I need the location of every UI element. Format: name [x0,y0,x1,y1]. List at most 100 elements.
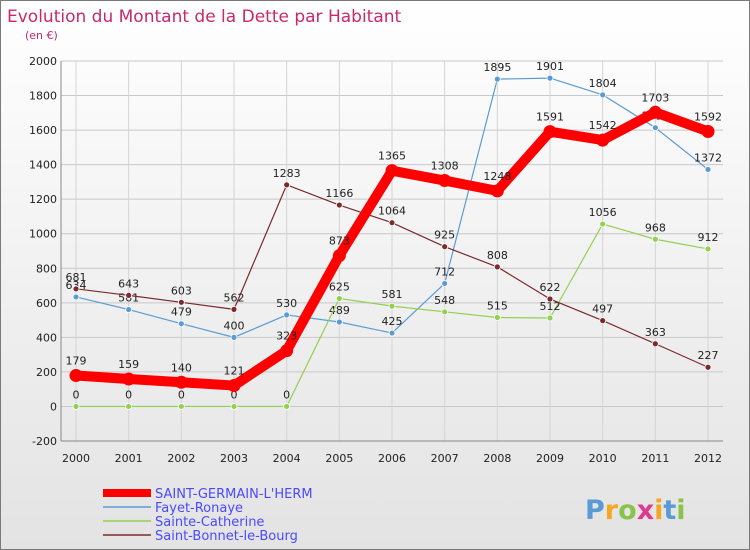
data-point [490,184,504,198]
data-label: 0 [73,388,80,401]
logo-letter: i [676,495,685,526]
y-tick-label: 1800 [29,90,57,103]
x-tick-label: 2011 [641,452,669,465]
data-label: 1901 [536,60,564,73]
data-label: 681 [66,271,87,284]
data-label: 323 [276,330,297,343]
data-point [177,403,185,410]
axes: -200020040060080010001200140016001800200… [29,55,723,465]
x-tick-label: 2001 [115,452,143,465]
data-point [283,181,291,189]
data-point [704,245,712,253]
data-point [438,174,452,188]
data-label: 625 [329,281,350,294]
data-point [125,306,133,313]
data-label: 1703 [641,91,669,104]
y-tick-label: 1200 [29,193,57,206]
data-label: 1592 [694,110,722,123]
x-tick-label: 2005 [325,452,353,465]
data-label: 1372 [694,151,722,164]
data-point [388,302,396,310]
data-label: 873 [329,235,350,248]
data-point [441,280,449,287]
data-label: 1895 [483,61,511,74]
x-tick-label: 2010 [589,452,617,465]
data-point [543,125,557,139]
data-point [72,293,80,301]
data-point [335,201,343,209]
data-point [651,124,659,132]
data-label: 548 [434,294,455,307]
data-point [701,124,715,138]
data-label: 425 [382,315,403,328]
logo-letter: o [618,495,637,526]
data-point [177,320,185,328]
data-point [283,311,291,319]
data-point [230,305,238,313]
x-tick-label: 2009 [536,452,564,465]
chart-subtitle: (en €) [25,29,58,42]
chart-title: Evolution du Montant de la Dette par Hab… [7,7,402,27]
data-label: 1804 [589,77,617,90]
logo-letter: x [637,495,654,526]
data-point [335,295,343,302]
data-point [332,249,346,263]
x-tick-label: 2002 [167,452,195,465]
y-tick-label: 1000 [29,228,57,241]
data-label: 1166 [325,187,353,200]
data-label: 140 [171,361,192,374]
data-label: 1056 [589,206,617,219]
data-label: 0 [125,388,132,401]
legend-label-2: Sainte-Catherine [155,515,264,530]
data-label: 179 [66,355,87,368]
data-point [72,403,80,410]
x-tick-label: 2004 [273,452,301,465]
data-label: 1248 [483,170,511,183]
data-point [230,403,238,410]
legend: SAINT-GERMAIN-L'HERMFayet-RonayeSainte-C… [103,487,313,544]
data-point [599,317,607,325]
data-label: 159 [118,358,139,371]
data-label: 121 [224,365,245,378]
data-label: 479 [171,306,192,319]
data-label: 622 [540,281,561,294]
y-tick-label: 200 [36,366,57,379]
x-tick-label: 2000 [62,452,90,465]
data-point [599,220,607,228]
data-point [230,333,238,341]
logo-letter: r [605,495,619,526]
y-tick-label: 400 [36,331,57,344]
data-point [546,295,554,303]
data-label: 515 [487,300,508,313]
data-point [72,285,80,293]
logo-letter: i [654,495,663,526]
series-layer: 6345614794005304894257121895190118041614… [66,60,722,410]
data-label: 1283 [273,167,301,180]
data-label: 1365 [378,150,406,163]
data-point [125,403,133,410]
data-point [227,379,241,393]
data-label: 0 [231,388,238,401]
data-label: 1542 [589,119,617,132]
data-point [174,375,188,389]
data-point [651,340,659,348]
data-point [335,318,343,326]
data-label: 968 [645,221,666,234]
y-tick-label: 800 [36,262,57,275]
data-point [388,329,396,337]
legend-label-1: Fayet-Ronaye [155,501,243,516]
data-point [69,369,83,383]
data-label: 603 [171,284,192,297]
data-point [177,298,185,306]
data-point [704,166,712,173]
data-label: 497 [592,303,613,316]
data-label: 562 [224,291,245,304]
data-label: 489 [329,304,350,317]
y-tick-label: 1400 [29,159,57,172]
data-point [493,263,501,271]
y-tick-label: 600 [36,297,57,310]
y-tick-label: 1600 [29,124,57,137]
data-label: 0 [178,388,185,401]
